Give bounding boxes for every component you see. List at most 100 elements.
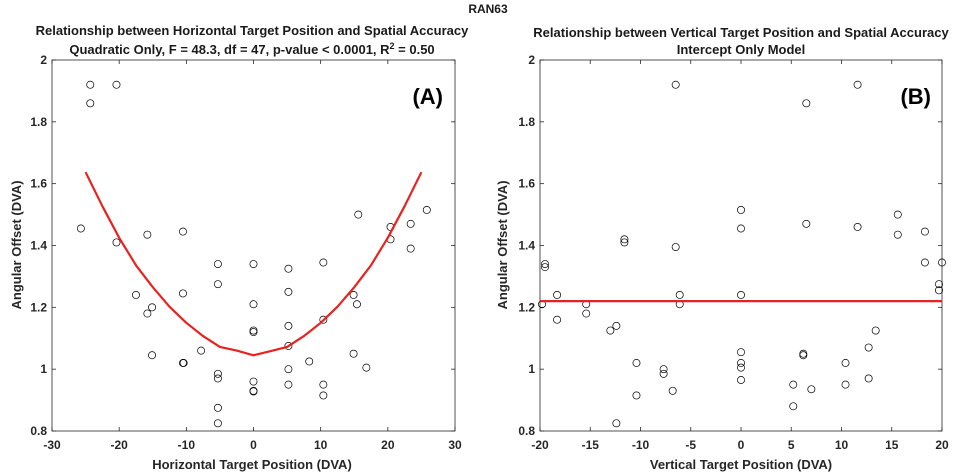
chart-a-data-point bbox=[422, 205, 431, 214]
chart-b-data-point bbox=[864, 343, 873, 352]
chart-a-x-axis-label: Horizontal Target Position (DVA) bbox=[152, 457, 352, 472]
chart-a-data-point bbox=[249, 386, 258, 395]
chart-a-data-point bbox=[179, 359, 187, 367]
chart-a-y-tick-label: 2 bbox=[40, 53, 47, 67]
chart-b-y-tick-label: 1.6 bbox=[518, 177, 535, 191]
chart-a-data-point bbox=[349, 349, 358, 358]
chart-b-panel-label: (B) bbox=[900, 84, 931, 109]
chart-a-subtitle: Quadratic Only, F = 48.3, df = 47, p-val… bbox=[69, 41, 434, 57]
chart-b-y-axis-label: Angular Offset (DVA) bbox=[495, 180, 510, 309]
chart-b-x-tick-label: 10 bbox=[835, 438, 849, 452]
chart-b-y-tick-label: 1 bbox=[528, 362, 535, 376]
chart-a-x-tick-label: 30 bbox=[448, 438, 462, 452]
chart-a-data-point bbox=[179, 359, 188, 367]
chart-b-data-point bbox=[893, 230, 902, 239]
chart-a-y-tick-label: 1 bbox=[40, 362, 47, 376]
chart-b-data-point bbox=[553, 315, 562, 324]
chart-b-data-point bbox=[737, 205, 745, 214]
chart-b-y-tick-label: 1.4 bbox=[518, 239, 535, 253]
chart-a-x-tick-label: -10 bbox=[178, 438, 196, 452]
chart-b-data-point bbox=[893, 210, 902, 219]
chart-b-data-point bbox=[935, 280, 943, 289]
chart-b-x-axis-label: Vertical Target Position (DVA) bbox=[650, 457, 832, 472]
chart-b-y-tick-label: 1.8 bbox=[518, 115, 535, 129]
chart-b-data-point bbox=[541, 263, 549, 272]
chart-b-data-point bbox=[737, 348, 745, 357]
chart-a-data-point bbox=[213, 260, 222, 268]
chart-a-data-point bbox=[305, 357, 314, 366]
chart-b-x-tick-label: 15 bbox=[885, 438, 899, 452]
chart-b-data-point bbox=[802, 99, 811, 108]
chart-b-data-point bbox=[541, 260, 549, 268]
chart-a-data-point bbox=[179, 227, 187, 236]
chart-a-data-point bbox=[319, 380, 328, 389]
chart-b-data-point bbox=[853, 80, 862, 89]
chart-a-title: Relationship between Horizontal Target P… bbox=[36, 23, 469, 38]
chart-b-data-point bbox=[841, 380, 850, 389]
chart-b-data-point bbox=[938, 258, 946, 267]
chart-a-data-point bbox=[284, 342, 293, 350]
chart-b-x-tick-label: -15 bbox=[582, 438, 600, 452]
chart-a-data-point bbox=[86, 99, 95, 108]
chart-a-data-point bbox=[319, 258, 328, 267]
chart-b-data-point bbox=[582, 309, 591, 318]
chart-b-subtitle: Intercept Only Model bbox=[677, 42, 806, 57]
chart-a-data-point bbox=[213, 419, 222, 428]
chart-a-data-point bbox=[354, 210, 363, 219]
chart-a-data-point bbox=[213, 403, 222, 412]
chart-b-axes-box bbox=[539, 59, 943, 432]
chart-b-data-point bbox=[807, 385, 816, 394]
chart-a-data-point bbox=[352, 300, 361, 309]
chart-a-data-point bbox=[179, 289, 187, 298]
chart-b-data-point bbox=[737, 359, 745, 367]
chart-a-data-point bbox=[143, 230, 152, 239]
chart-b-data-point bbox=[920, 258, 929, 267]
chart-b-data-point bbox=[668, 386, 677, 395]
chart-b-data-point bbox=[612, 419, 621, 428]
chart-a-data-point bbox=[284, 264, 293, 273]
chart-a-x-tick-label: 0 bbox=[250, 438, 257, 452]
chart-a-data-point bbox=[249, 387, 258, 396]
chart-a-y-tick-label: 1.2 bbox=[30, 300, 47, 314]
chart-b-data-point bbox=[553, 291, 562, 299]
chart-a-data-point bbox=[213, 280, 222, 289]
chart-b-x-tick-label: 0 bbox=[738, 438, 745, 452]
chart-a-data-point bbox=[406, 244, 415, 253]
chart-a-x-tick-label: 10 bbox=[314, 438, 328, 452]
chart-a-data-point bbox=[249, 260, 258, 268]
chart-b-x-tick-label: -5 bbox=[685, 438, 696, 452]
chart-b-data-point bbox=[789, 380, 798, 389]
chart-a-data-point bbox=[362, 363, 371, 372]
chart-a-data-point bbox=[249, 377, 258, 386]
chart-a-data-point bbox=[143, 309, 152, 318]
chart-b-data-point bbox=[853, 222, 862, 231]
chart-a-data-point bbox=[132, 291, 140, 299]
chart-b-data-point bbox=[737, 376, 745, 384]
chart-b-data-point bbox=[620, 235, 629, 244]
chart-b-data-point bbox=[935, 286, 943, 295]
chart-b-data-point bbox=[632, 391, 641, 400]
chart-b-data-point bbox=[671, 243, 680, 251]
chart-b-y-tick-label: 1.2 bbox=[518, 300, 535, 314]
chart-b-data-point bbox=[799, 351, 808, 360]
chart-b-data-point bbox=[871, 326, 880, 335]
chart-b-data-point bbox=[620, 238, 629, 247]
chart-a-data-point bbox=[319, 391, 328, 400]
chart-a-data-point bbox=[406, 219, 415, 228]
chart-b-data-point bbox=[802, 219, 811, 228]
chart-b-x-tick-label: -10 bbox=[632, 438, 650, 452]
figure-title: RAN63 bbox=[468, 2, 508, 16]
chart-a-data-point bbox=[213, 369, 222, 378]
chart-b-data-point bbox=[920, 227, 929, 236]
chart-a-x-tick-label: -20 bbox=[110, 438, 128, 452]
chart-a-data-point bbox=[319, 315, 328, 324]
chart-a-y-tick-label: 0.8 bbox=[30, 424, 47, 438]
chart-b-data-point bbox=[659, 365, 668, 374]
chart-b-data-point bbox=[612, 321, 621, 330]
chart-a-data-point bbox=[148, 351, 157, 360]
chart-b-y-tick-label: 0.8 bbox=[518, 424, 535, 438]
chart-a-axes-box bbox=[51, 59, 456, 432]
chart-a-data-point bbox=[76, 224, 85, 233]
chart-b-data-point bbox=[737, 363, 745, 372]
chart-a-y-tick-label: 1.6 bbox=[30, 177, 47, 191]
